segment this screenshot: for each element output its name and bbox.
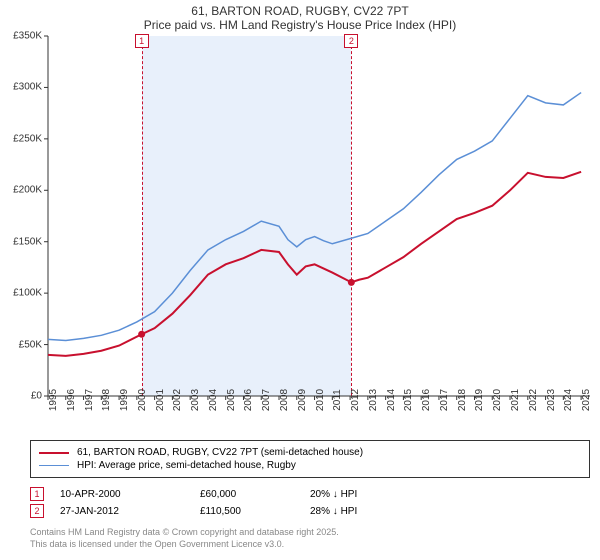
x-tick-label: 2018 (457, 389, 468, 411)
x-tick-label: 2009 (297, 389, 308, 411)
footer: Contains HM Land Registry data © Crown c… (30, 527, 590, 550)
x-tick-label: 2015 (403, 389, 414, 411)
x-tick-label: 2000 (137, 389, 148, 411)
sale-marker-1: 1 (135, 34, 149, 48)
legend-swatch (39, 465, 69, 467)
chart-title: 61, BARTON ROAD, RUGBY, CV22 7PT (0, 4, 600, 18)
sale-row: 1 10-APR-2000£60,00020% ↓ HPI (30, 487, 590, 501)
legend: 61, BARTON ROAD, RUGBY, CV22 7PT (semi-d… (30, 440, 590, 478)
x-tick-label: 2025 (581, 389, 592, 411)
sale-date: 27-JAN-2012 (60, 506, 200, 517)
x-tick-label: 2002 (172, 389, 183, 411)
legend-item: 61, BARTON ROAD, RUGBY, CV22 7PT (semi-d… (39, 447, 581, 458)
x-tick-label: 1995 (48, 389, 59, 411)
series-hpi (48, 93, 581, 341)
x-tick-label: 2024 (563, 389, 574, 411)
plot: 12 (48, 36, 590, 396)
x-tick-label: 2016 (421, 389, 432, 411)
x-tick-label: 2020 (492, 389, 503, 411)
sale-point (348, 279, 355, 286)
x-tick-label: 2006 (243, 389, 254, 411)
chart-subtitle: Price paid vs. HM Land Registry's House … (0, 18, 600, 32)
y-tick-label: £50K (19, 339, 42, 350)
x-tick-label: 2017 (439, 389, 450, 411)
x-tick-label: 1996 (66, 389, 77, 411)
y-tick-label: £150K (13, 236, 42, 247)
x-tick-label: 2008 (279, 389, 290, 411)
x-axis: 1995199619971998199920002001200220032004… (48, 396, 590, 436)
x-tick-label: 2019 (474, 389, 485, 411)
sale-row: 2 27-JAN-2012£110,50028% ↓ HPI (30, 504, 590, 518)
legend-label: 61, BARTON ROAD, RUGBY, CV22 7PT (semi-d… (77, 447, 363, 458)
chart-container: 61, BARTON ROAD, RUGBY, CV22 7PT Price p… (0, 0, 600, 560)
x-tick-label: 2021 (510, 389, 521, 411)
x-tick-label: 2010 (315, 389, 326, 411)
footer-licence: This data is licensed under the Open Gov… (30, 539, 590, 551)
x-tick-label: 2012 (350, 389, 361, 411)
x-tick-label: 2023 (546, 389, 557, 411)
sale-delta: 20% ↓ HPI (310, 489, 590, 500)
x-tick-label: 1997 (84, 389, 95, 411)
legend-label: HPI: Average price, semi-detached house,… (77, 460, 296, 471)
y-tick-label: £250K (13, 133, 42, 144)
plot-area: £0£50K£100K£150K£200K£250K£300K£350K 12 (48, 36, 590, 396)
chart-svg (48, 36, 590, 396)
x-tick-label: 2003 (190, 389, 201, 411)
y-tick-label: £200K (13, 185, 42, 196)
x-tick-label: 2005 (226, 389, 237, 411)
y-tick-label: £300K (13, 82, 42, 93)
sale-delta: 28% ↓ HPI (310, 506, 590, 517)
x-tick-label: 2004 (208, 389, 219, 411)
y-tick-label: £0 (31, 391, 42, 402)
sales-table: 1 10-APR-2000£60,00020% ↓ HPI 2 27-JAN-2012… (30, 484, 590, 521)
series-property (48, 172, 581, 356)
title-block: 61, BARTON ROAD, RUGBY, CV22 7PT Price p… (0, 0, 600, 34)
sale-point (138, 331, 145, 338)
legend-swatch (39, 452, 69, 454)
sale-marker-2: 2 (344, 34, 358, 48)
sale-price: £110,500 (200, 506, 310, 517)
x-tick-label: 2007 (261, 389, 272, 411)
sale-price: £60,000 (200, 489, 310, 500)
x-tick-label: 2022 (528, 389, 539, 411)
y-axis: £0£50K£100K£150K£200K£250K£300K£350K (0, 36, 44, 396)
y-tick-label: £350K (13, 31, 42, 42)
x-tick-label: 2011 (332, 389, 343, 411)
y-tick-label: £100K (13, 288, 42, 299)
x-tick-label: 1999 (119, 389, 130, 411)
legend-item: HPI: Average price, semi-detached house,… (39, 460, 581, 471)
x-tick-label: 2014 (386, 389, 397, 411)
x-tick-label: 1998 (101, 389, 112, 411)
sale-marker-icon: 1 (30, 487, 44, 501)
footer-copyright: Contains HM Land Registry data © Crown c… (30, 527, 590, 539)
x-tick-label: 2013 (368, 389, 379, 411)
sale-marker-icon: 2 (30, 504, 44, 518)
x-tick-label: 2001 (155, 389, 166, 411)
sale-date: 10-APR-2000 (60, 489, 200, 500)
